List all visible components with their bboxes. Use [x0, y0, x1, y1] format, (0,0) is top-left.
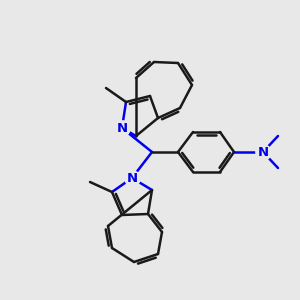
- Text: N: N: [126, 172, 138, 184]
- Text: N: N: [257, 146, 268, 158]
- Text: N: N: [116, 122, 128, 134]
